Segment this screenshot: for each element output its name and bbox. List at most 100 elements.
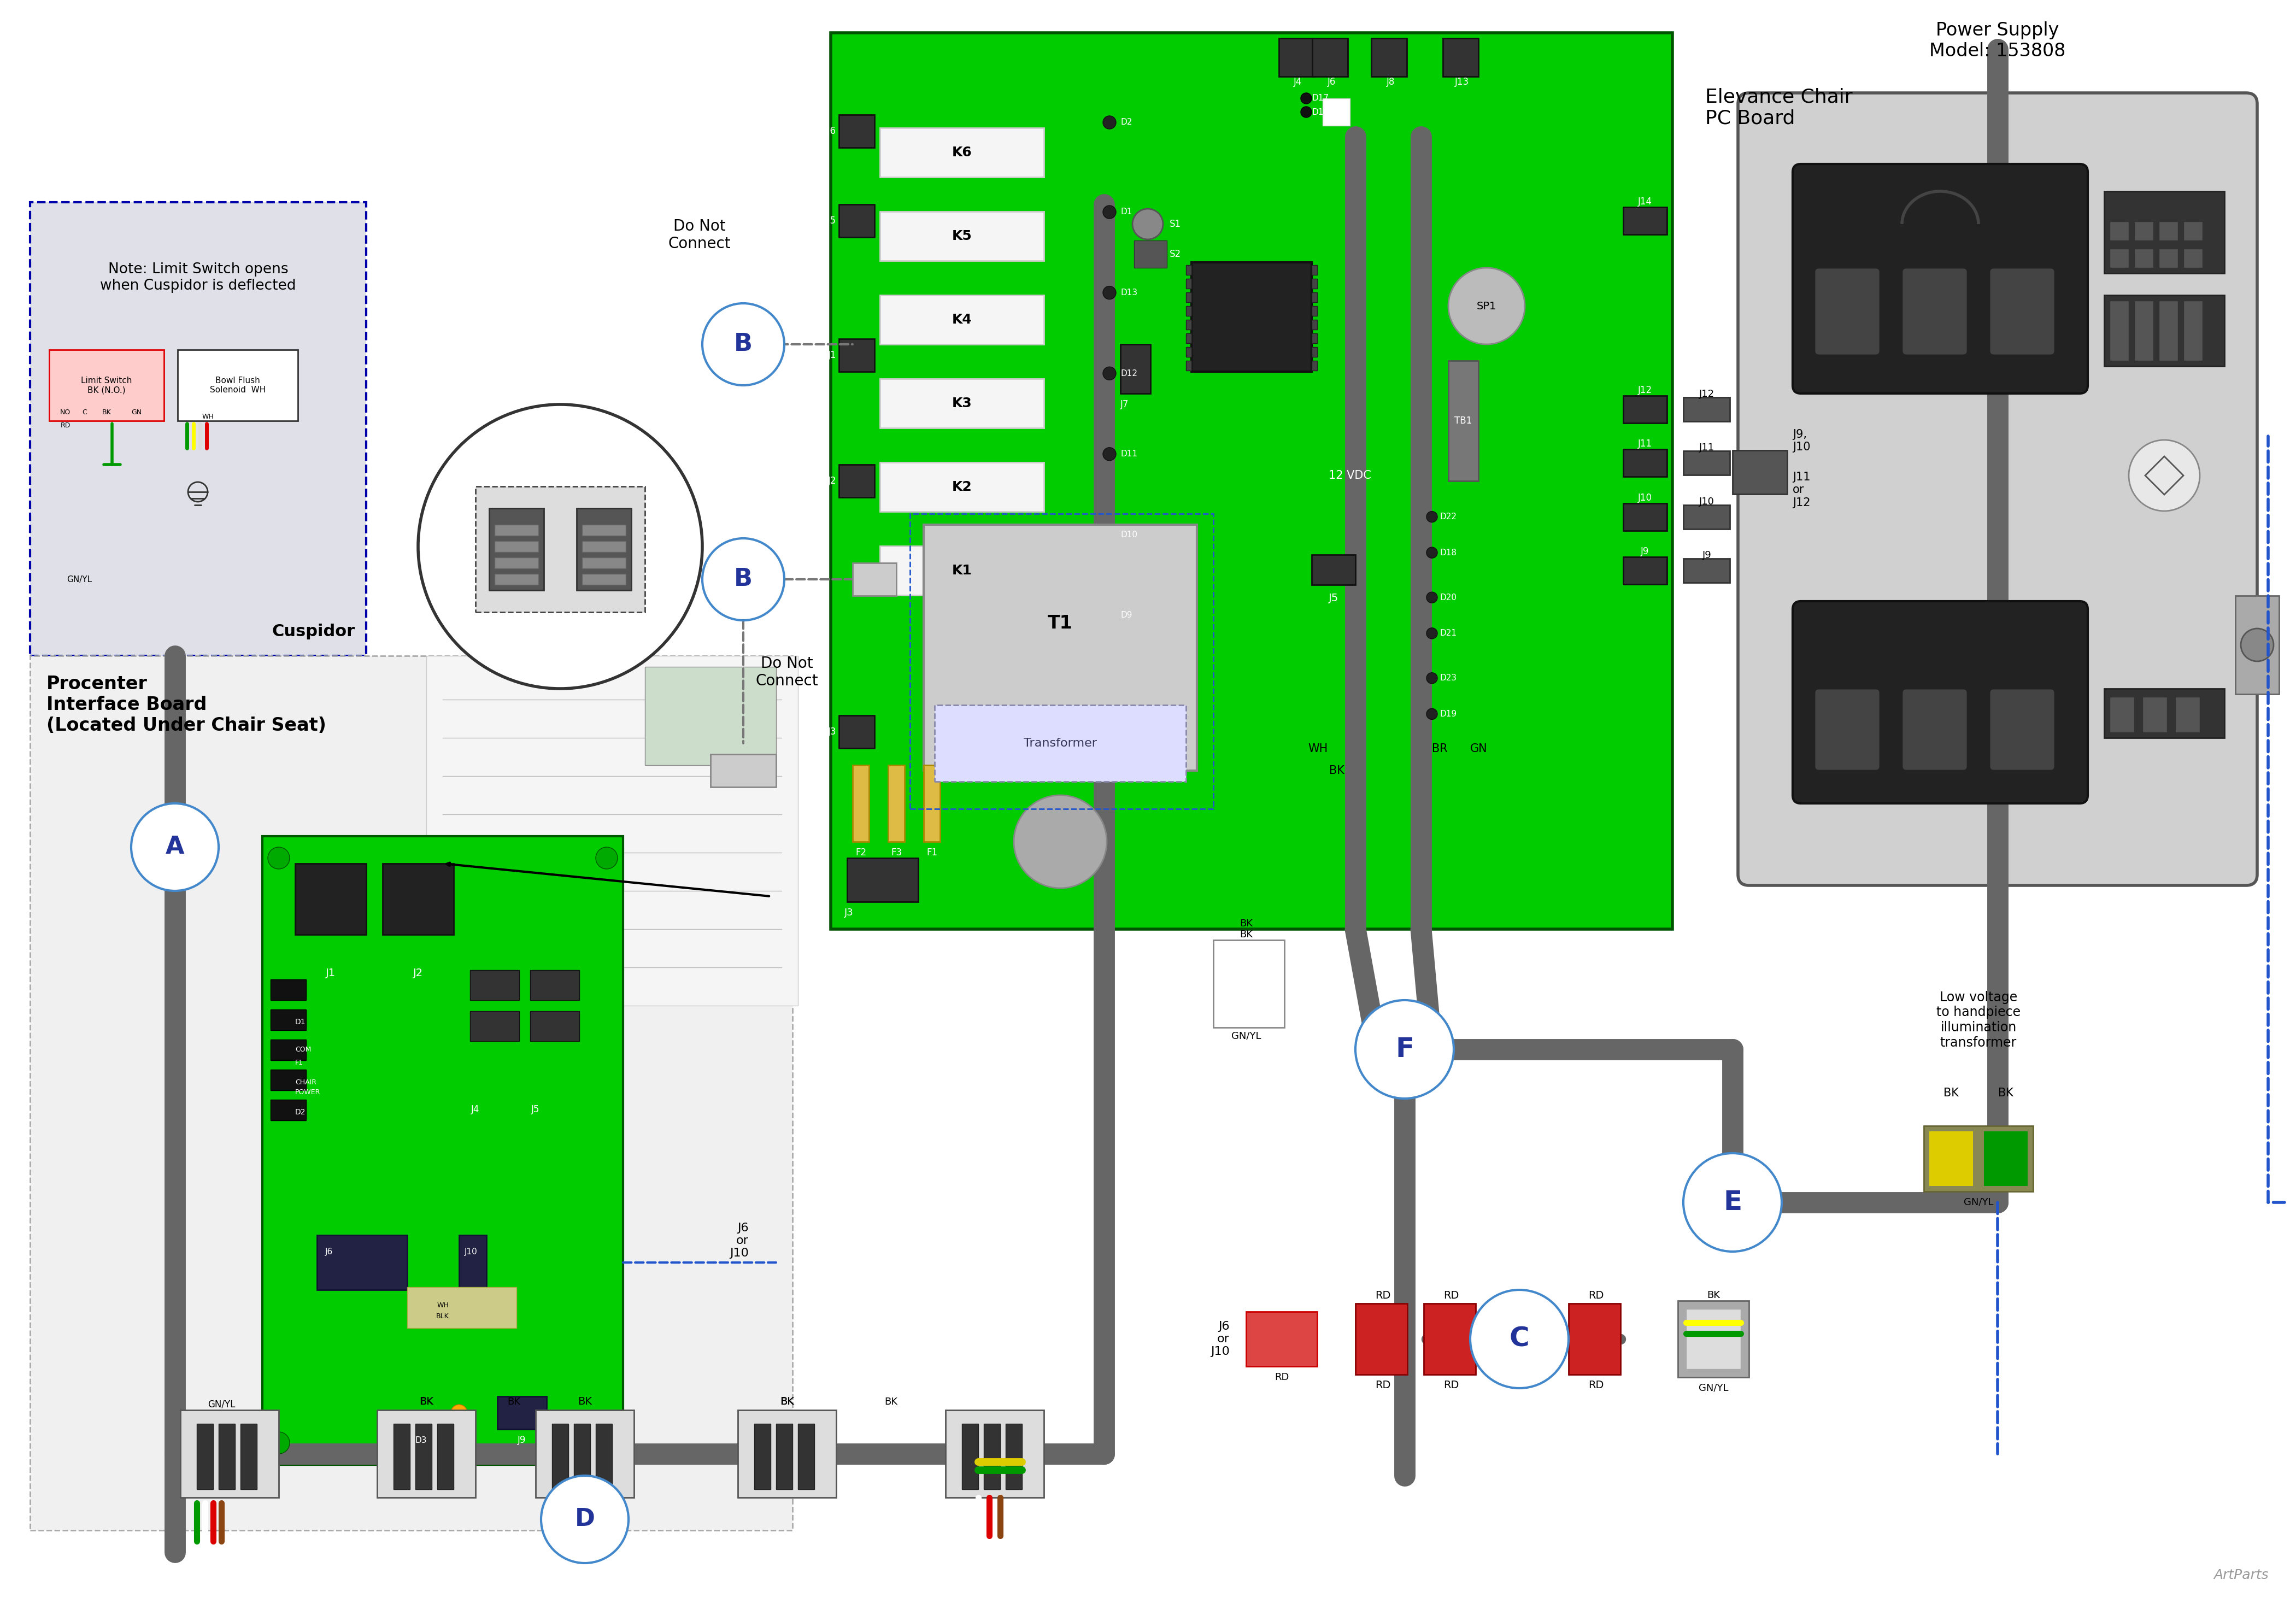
Text: NO: NO — [60, 409, 71, 417]
Text: BK: BK — [579, 1397, 592, 1406]
FancyBboxPatch shape — [983, 1424, 1001, 1490]
FancyBboxPatch shape — [530, 970, 579, 1001]
Circle shape — [1102, 447, 1116, 460]
Text: J12: J12 — [1637, 385, 1653, 396]
FancyBboxPatch shape — [1311, 293, 1318, 302]
FancyBboxPatch shape — [838, 465, 875, 497]
Text: J16: J16 — [822, 127, 836, 137]
FancyBboxPatch shape — [1311, 306, 1318, 315]
Text: D20: D20 — [1440, 594, 1458, 602]
FancyBboxPatch shape — [889, 766, 905, 842]
Text: Cuspidor: Cuspidor — [273, 624, 356, 639]
FancyBboxPatch shape — [934, 705, 1187, 782]
Text: D: D — [574, 1508, 595, 1532]
Circle shape — [542, 1475, 629, 1562]
Circle shape — [1102, 116, 1116, 129]
FancyBboxPatch shape — [1623, 504, 1667, 531]
FancyBboxPatch shape — [551, 1424, 569, 1490]
FancyBboxPatch shape — [1311, 555, 1355, 584]
Text: D22: D22 — [1440, 513, 1458, 521]
Circle shape — [1449, 267, 1525, 344]
FancyBboxPatch shape — [1442, 39, 1479, 77]
FancyBboxPatch shape — [838, 716, 875, 748]
FancyBboxPatch shape — [838, 339, 875, 372]
Text: J4: J4 — [1293, 77, 1302, 87]
Text: GN/YL: GN/YL — [207, 1400, 234, 1409]
FancyBboxPatch shape — [595, 1424, 613, 1490]
FancyBboxPatch shape — [2158, 222, 2179, 240]
Text: B: B — [735, 568, 753, 591]
FancyBboxPatch shape — [494, 525, 537, 536]
Text: J13: J13 — [1456, 77, 1469, 87]
FancyBboxPatch shape — [1424, 1303, 1476, 1374]
Text: Low voltage
to handpiece
illumination
transformer: Low voltage to handpiece illumination tr… — [1936, 991, 2020, 1049]
FancyBboxPatch shape — [879, 211, 1045, 261]
Text: J4: J4 — [471, 1104, 480, 1115]
FancyBboxPatch shape — [1678, 1300, 1750, 1377]
Text: D2: D2 — [296, 1109, 305, 1117]
FancyBboxPatch shape — [1247, 1311, 1318, 1366]
Text: GN/YL: GN/YL — [67, 576, 92, 584]
FancyBboxPatch shape — [583, 557, 627, 568]
FancyBboxPatch shape — [737, 1409, 836, 1498]
FancyBboxPatch shape — [1187, 320, 1192, 330]
FancyBboxPatch shape — [2183, 249, 2202, 267]
FancyBboxPatch shape — [271, 1009, 305, 1030]
Text: K4: K4 — [953, 314, 971, 327]
Text: CHAIR: CHAIR — [296, 1078, 317, 1086]
FancyBboxPatch shape — [1219, 983, 1279, 1022]
FancyBboxPatch shape — [1683, 397, 1729, 422]
FancyBboxPatch shape — [645, 666, 776, 766]
Text: GN/YL: GN/YL — [1963, 1197, 1993, 1207]
FancyBboxPatch shape — [181, 1409, 278, 1498]
FancyBboxPatch shape — [1449, 360, 1479, 481]
FancyBboxPatch shape — [2236, 595, 2280, 693]
Text: WH: WH — [1309, 743, 1327, 755]
Text: Do Not
Connect: Do Not Connect — [755, 656, 817, 689]
Text: D1: D1 — [296, 1018, 305, 1027]
FancyBboxPatch shape — [852, 563, 895, 595]
Text: J2: J2 — [829, 476, 836, 486]
Circle shape — [595, 846, 618, 869]
FancyBboxPatch shape — [218, 1424, 234, 1490]
FancyBboxPatch shape — [776, 1424, 792, 1490]
Text: J9,
J10: J9, J10 — [1793, 430, 1812, 452]
Text: J6
or
J10: J6 or J10 — [1210, 1321, 1231, 1356]
Text: J10: J10 — [1699, 497, 1715, 507]
FancyBboxPatch shape — [838, 204, 875, 238]
FancyBboxPatch shape — [1187, 348, 1192, 357]
FancyBboxPatch shape — [494, 574, 537, 584]
FancyBboxPatch shape — [1623, 557, 1667, 584]
Text: D3: D3 — [416, 1435, 427, 1445]
Text: K5: K5 — [953, 230, 971, 243]
FancyBboxPatch shape — [1192, 262, 1311, 372]
FancyBboxPatch shape — [471, 970, 519, 1001]
FancyBboxPatch shape — [436, 1424, 455, 1490]
Text: BK: BK — [1240, 919, 1254, 928]
FancyBboxPatch shape — [923, 525, 1196, 771]
Text: J11: J11 — [1637, 439, 1653, 449]
Circle shape — [1469, 1290, 1568, 1389]
Text: J8: J8 — [1387, 77, 1394, 87]
Text: J12: J12 — [1699, 389, 1715, 399]
Text: F1: F1 — [925, 848, 937, 858]
FancyBboxPatch shape — [2135, 301, 2154, 360]
Text: D9: D9 — [1120, 611, 1132, 619]
Circle shape — [418, 404, 703, 689]
FancyBboxPatch shape — [1006, 1424, 1022, 1490]
Circle shape — [1302, 106, 1311, 117]
FancyBboxPatch shape — [1311, 360, 1318, 370]
Text: D13: D13 — [1120, 288, 1137, 296]
FancyBboxPatch shape — [799, 1424, 815, 1490]
Circle shape — [1683, 1154, 1782, 1252]
Text: K6: K6 — [953, 146, 971, 159]
FancyBboxPatch shape — [1924, 1126, 2034, 1191]
Text: D10: D10 — [1120, 531, 1137, 539]
FancyBboxPatch shape — [1187, 265, 1192, 275]
Text: J1: J1 — [326, 967, 335, 978]
Text: Elevance Chair
PC Board: Elevance Chair PC Board — [1706, 87, 1853, 127]
Text: BK: BK — [1329, 766, 1345, 776]
FancyBboxPatch shape — [1738, 93, 2257, 885]
FancyBboxPatch shape — [709, 755, 776, 787]
FancyBboxPatch shape — [2142, 697, 2167, 732]
